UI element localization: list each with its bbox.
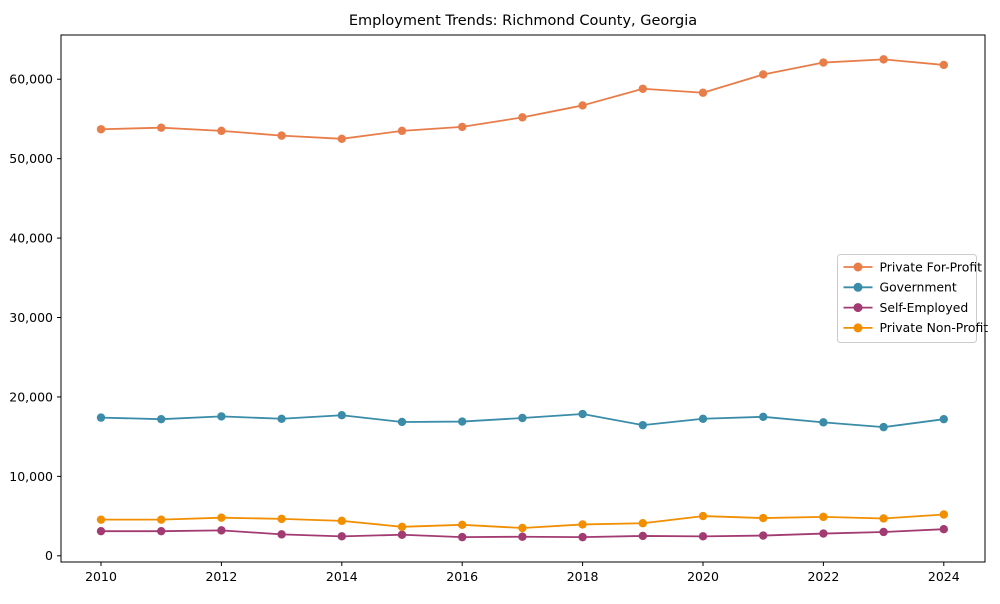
plot-area: 0 10,000 20,000 30,000 40,000 50,000 60,000 201…: [9, 34, 989, 584]
point-private-non-profit-2019: [638, 519, 647, 528]
point-private-for-profit-2014: [337, 134, 346, 144]
point-private-for-profit-2023: [879, 55, 888, 64]
point-self-employed-2014: [337, 532, 346, 541]
point-self-employed-2011: [157, 526, 166, 536]
plot-spines: [60, 34, 986, 563]
point-government-2021: [759, 412, 768, 422]
point-self-employed-2012: [217, 526, 226, 535]
point-government-2014: [337, 411, 346, 420]
point-private-for-profit-2015: [397, 126, 407, 136]
point-private-non-profit-2020: [698, 511, 708, 521]
point-self-employed-2022: [819, 529, 828, 538]
point-self-employed-2015: [397, 530, 407, 539]
point-private-non-profit-2018: [578, 520, 587, 529]
point-self-employed-2024: [939, 524, 948, 534]
legend-marker-private-for-profit: [853, 262, 863, 272]
y-tick-label-60000: 60,000: [9, 72, 53, 87]
point-private-for-profit-2022: [819, 58, 828, 67]
point-self-employed-2018: [578, 532, 587, 542]
point-self-employed-2010: [96, 526, 106, 536]
point-private-non-profit-2013: [277, 514, 286, 524]
point-government-2016: [458, 417, 467, 426]
legend-marker-government: [853, 282, 863, 292]
legend-label-private-non-profit: Private Non-Profit: [880, 320, 989, 335]
point-private-non-profit-2022: [819, 512, 828, 522]
point-private-for-profit-2016: [458, 122, 467, 132]
point-private-non-profit-2015: [397, 522, 407, 532]
point-private-for-profit-2018: [578, 101, 587, 110]
point-government-2020: [698, 414, 708, 423]
point-private-for-profit-2020: [698, 88, 708, 97]
legend-marker-private-non-profit: [853, 323, 863, 333]
point-private-for-profit-2019: [638, 84, 647, 93]
chart-title: Employment Trends: Richmond County, Geor…: [349, 13, 697, 29]
point-private-non-profit-2014: [337, 516, 346, 526]
x-tick-label-2012: 2012: [205, 569, 237, 584]
point-self-employed-2016: [458, 532, 467, 542]
point-government-2018: [578, 409, 587, 419]
point-government-2023: [879, 422, 888, 432]
point-private-for-profit-2024: [939, 60, 948, 70]
y-tick-label-30000: 30,000: [9, 310, 53, 325]
point-government-2012: [217, 412, 226, 421]
point-private-non-profit-2016: [458, 520, 467, 530]
x-tick-label-2014: 2014: [326, 569, 358, 584]
point-self-employed-2020: [698, 532, 708, 541]
point-government-2011: [157, 414, 166, 424]
point-self-employed-2013: [277, 530, 286, 539]
point-government-2010: [96, 413, 106, 422]
point-self-employed-2023: [879, 527, 888, 537]
legend: [837, 254, 977, 343]
legend-marker-self-employed: [853, 303, 863, 313]
x-tick-label-2016: 2016: [446, 569, 478, 584]
x-tick-label-2022: 2022: [807, 569, 839, 584]
y-tick-label-40000: 40,000: [9, 230, 53, 245]
point-private-non-profit-2023: [879, 514, 888, 523]
point-private-non-profit-2011: [157, 515, 166, 524]
y-tick-label-0: 0: [45, 548, 53, 563]
point-government-2019: [638, 420, 647, 430]
point-private-for-profit-2011: [157, 123, 166, 132]
y-tick-label-10000: 10,000: [9, 469, 53, 484]
point-self-employed-2017: [518, 532, 527, 541]
point-private-for-profit-2017: [518, 113, 527, 122]
point-government-2022: [819, 418, 828, 427]
point-private-non-profit-2012: [217, 513, 226, 522]
point-self-employed-2019: [638, 531, 647, 541]
y-tick-label-50000: 50,000: [9, 151, 53, 166]
point-government-2015: [397, 417, 407, 427]
point-private-non-profit-2021: [759, 513, 768, 523]
x-tick-label-2010: 2010: [85, 569, 117, 584]
x-tick-label-2018: 2018: [567, 569, 599, 584]
line-private-for-profit: [100, 58, 944, 140]
point-private-non-profit-2024: [939, 510, 948, 519]
point-private-non-profit-2010: [96, 515, 106, 524]
point-self-employed-2021: [759, 531, 768, 540]
point-private-for-profit-2013: [277, 131, 286, 140]
x-tick-label-2020: 2020: [687, 569, 719, 584]
legend-label-government: Government: [880, 280, 957, 295]
point-government-2017: [518, 413, 527, 423]
x-tick-label-2024: 2024: [928, 569, 960, 584]
y-tick-label-20000: 20,000: [9, 389, 53, 404]
point-private-for-profit-2012: [217, 126, 226, 136]
legend-label-self-employed: Self-Employed: [880, 300, 969, 315]
point-government-2024: [939, 414, 948, 424]
point-government-2013: [277, 414, 286, 423]
point-private-non-profit-2017: [518, 523, 527, 533]
point-private-for-profit-2010: [96, 125, 106, 134]
legend-label-private-for-profit: Private For-Profit: [880, 259, 983, 274]
point-private-for-profit-2021: [759, 70, 768, 79]
